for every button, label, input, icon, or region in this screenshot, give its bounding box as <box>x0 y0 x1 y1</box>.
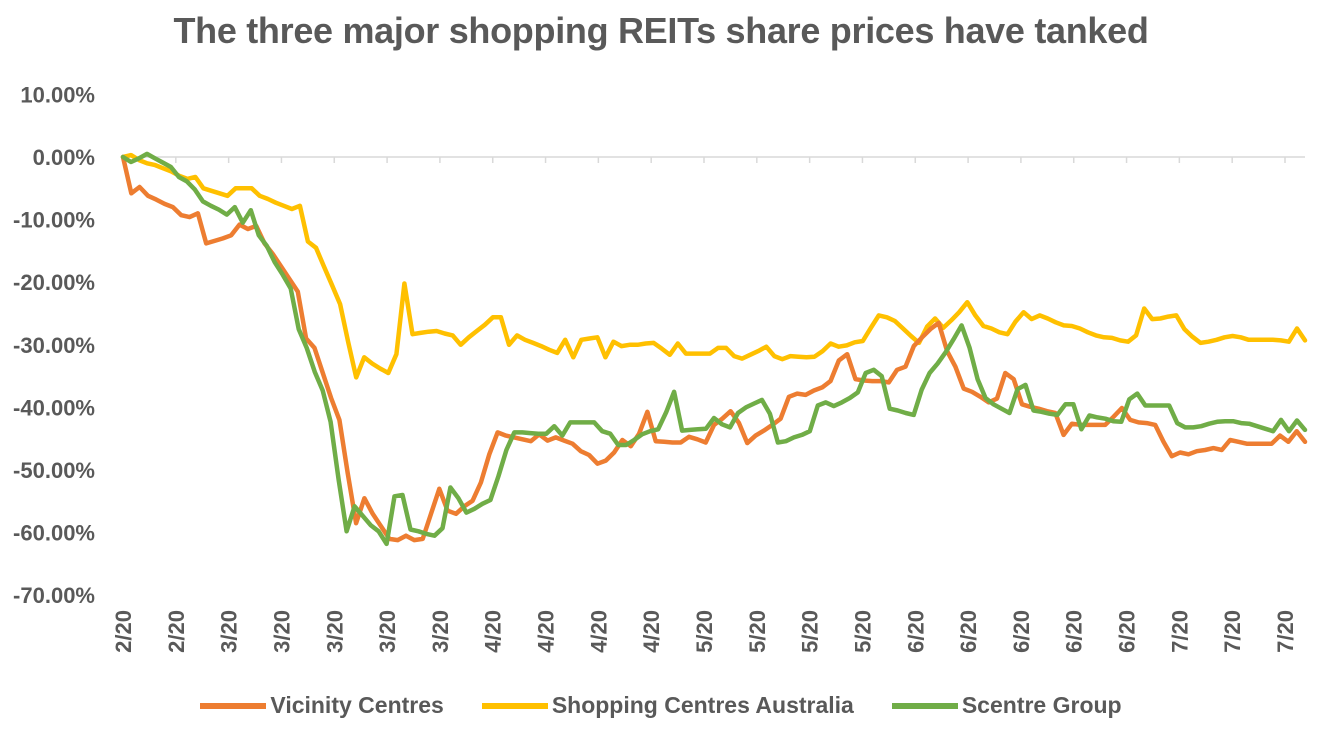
x-tick-label: 3/20 <box>322 610 347 653</box>
x-tick-label: 7/20 <box>1273 610 1298 653</box>
y-tick-label: 10.00% <box>20 82 95 107</box>
x-tick-label: 4/20 <box>481 610 506 653</box>
x-tick-label: 2/20 <box>111 610 136 653</box>
x-tick-label: 3/20 <box>269 610 294 653</box>
legend-item-shopping-centres: Shopping Centres Australia <box>481 692 854 719</box>
series-line-vicinity-centres <box>120 154 1308 543</box>
y-tick-label: -30.00% <box>13 333 95 358</box>
x-tick-label: 5/20 <box>745 610 770 653</box>
y-tick-label: -10.00% <box>13 208 95 233</box>
y-tick-label: -70.00% <box>13 583 95 608</box>
x-tick-label: 3/20 <box>428 610 453 653</box>
x-tick-label: 4/20 <box>586 610 611 653</box>
x-tick-label: 4/20 <box>534 610 559 653</box>
legend-item-vicinity: Vicinity Centres <box>200 692 444 719</box>
y-tick-label: 0.00% <box>33 145 95 170</box>
x-tick-label: 6/20 <box>1009 610 1034 653</box>
y-tick-label: -20.00% <box>13 270 95 295</box>
series-line-shopping-centres-australia <box>120 152 1308 380</box>
x-tick-label: 6/20 <box>1115 610 1140 653</box>
legend-label-scentre: Scentre Group <box>961 692 1122 718</box>
x-tick-label: 5/20 <box>850 610 875 653</box>
y-tick-label: -50.00% <box>13 458 95 483</box>
x-tick-label: 6/20 <box>1062 610 1087 653</box>
legend-swatch-vicinity <box>200 702 267 709</box>
x-tick-label: 2/20 <box>164 610 189 653</box>
series-layer <box>120 151 1308 547</box>
x-tick-label: 5/20 <box>692 610 717 653</box>
x-tick-label: 4/20 <box>639 610 664 653</box>
legend-item-scentre: Scentre Group <box>891 692 1122 719</box>
legend-label-shopping-centres: Shopping Centres Australia <box>551 692 854 718</box>
y-tick-label: -40.00% <box>13 395 95 420</box>
legend-label-vicinity: Vicinity Centres <box>270 692 444 718</box>
x-axis: 2/20 2/20 3/20 3/20 3/20 3/20 3/20 4/20 4/20 4/20… <box>111 156 1305 653</box>
series-line-scentre-group <box>120 151 1308 547</box>
legend: Vicinity Centres Shopping Centres Austra… <box>0 692 1322 719</box>
y-tick-label: -60.00% <box>13 521 95 546</box>
x-tick-label: 3/20 <box>375 610 400 653</box>
x-tick-label: 7/20 <box>1220 610 1245 653</box>
y-axis: 10.00% 0.00% -10.00% -20.00% -30.00% -40.00% -… <box>13 82 95 608</box>
legend-swatch-scentre <box>891 702 958 709</box>
x-tick-label: 3/20 <box>217 610 242 653</box>
x-tick-label: 6/20 <box>903 610 928 653</box>
x-tick-label: 5/20 <box>798 610 823 653</box>
legend-swatch-shopping-centres <box>481 702 548 709</box>
x-tick-label: 6/20 <box>956 610 981 653</box>
chart-title: The three major shopping REITs share pri… <box>173 10 1149 51</box>
x-tick-label: 7/20 <box>1167 610 1192 653</box>
